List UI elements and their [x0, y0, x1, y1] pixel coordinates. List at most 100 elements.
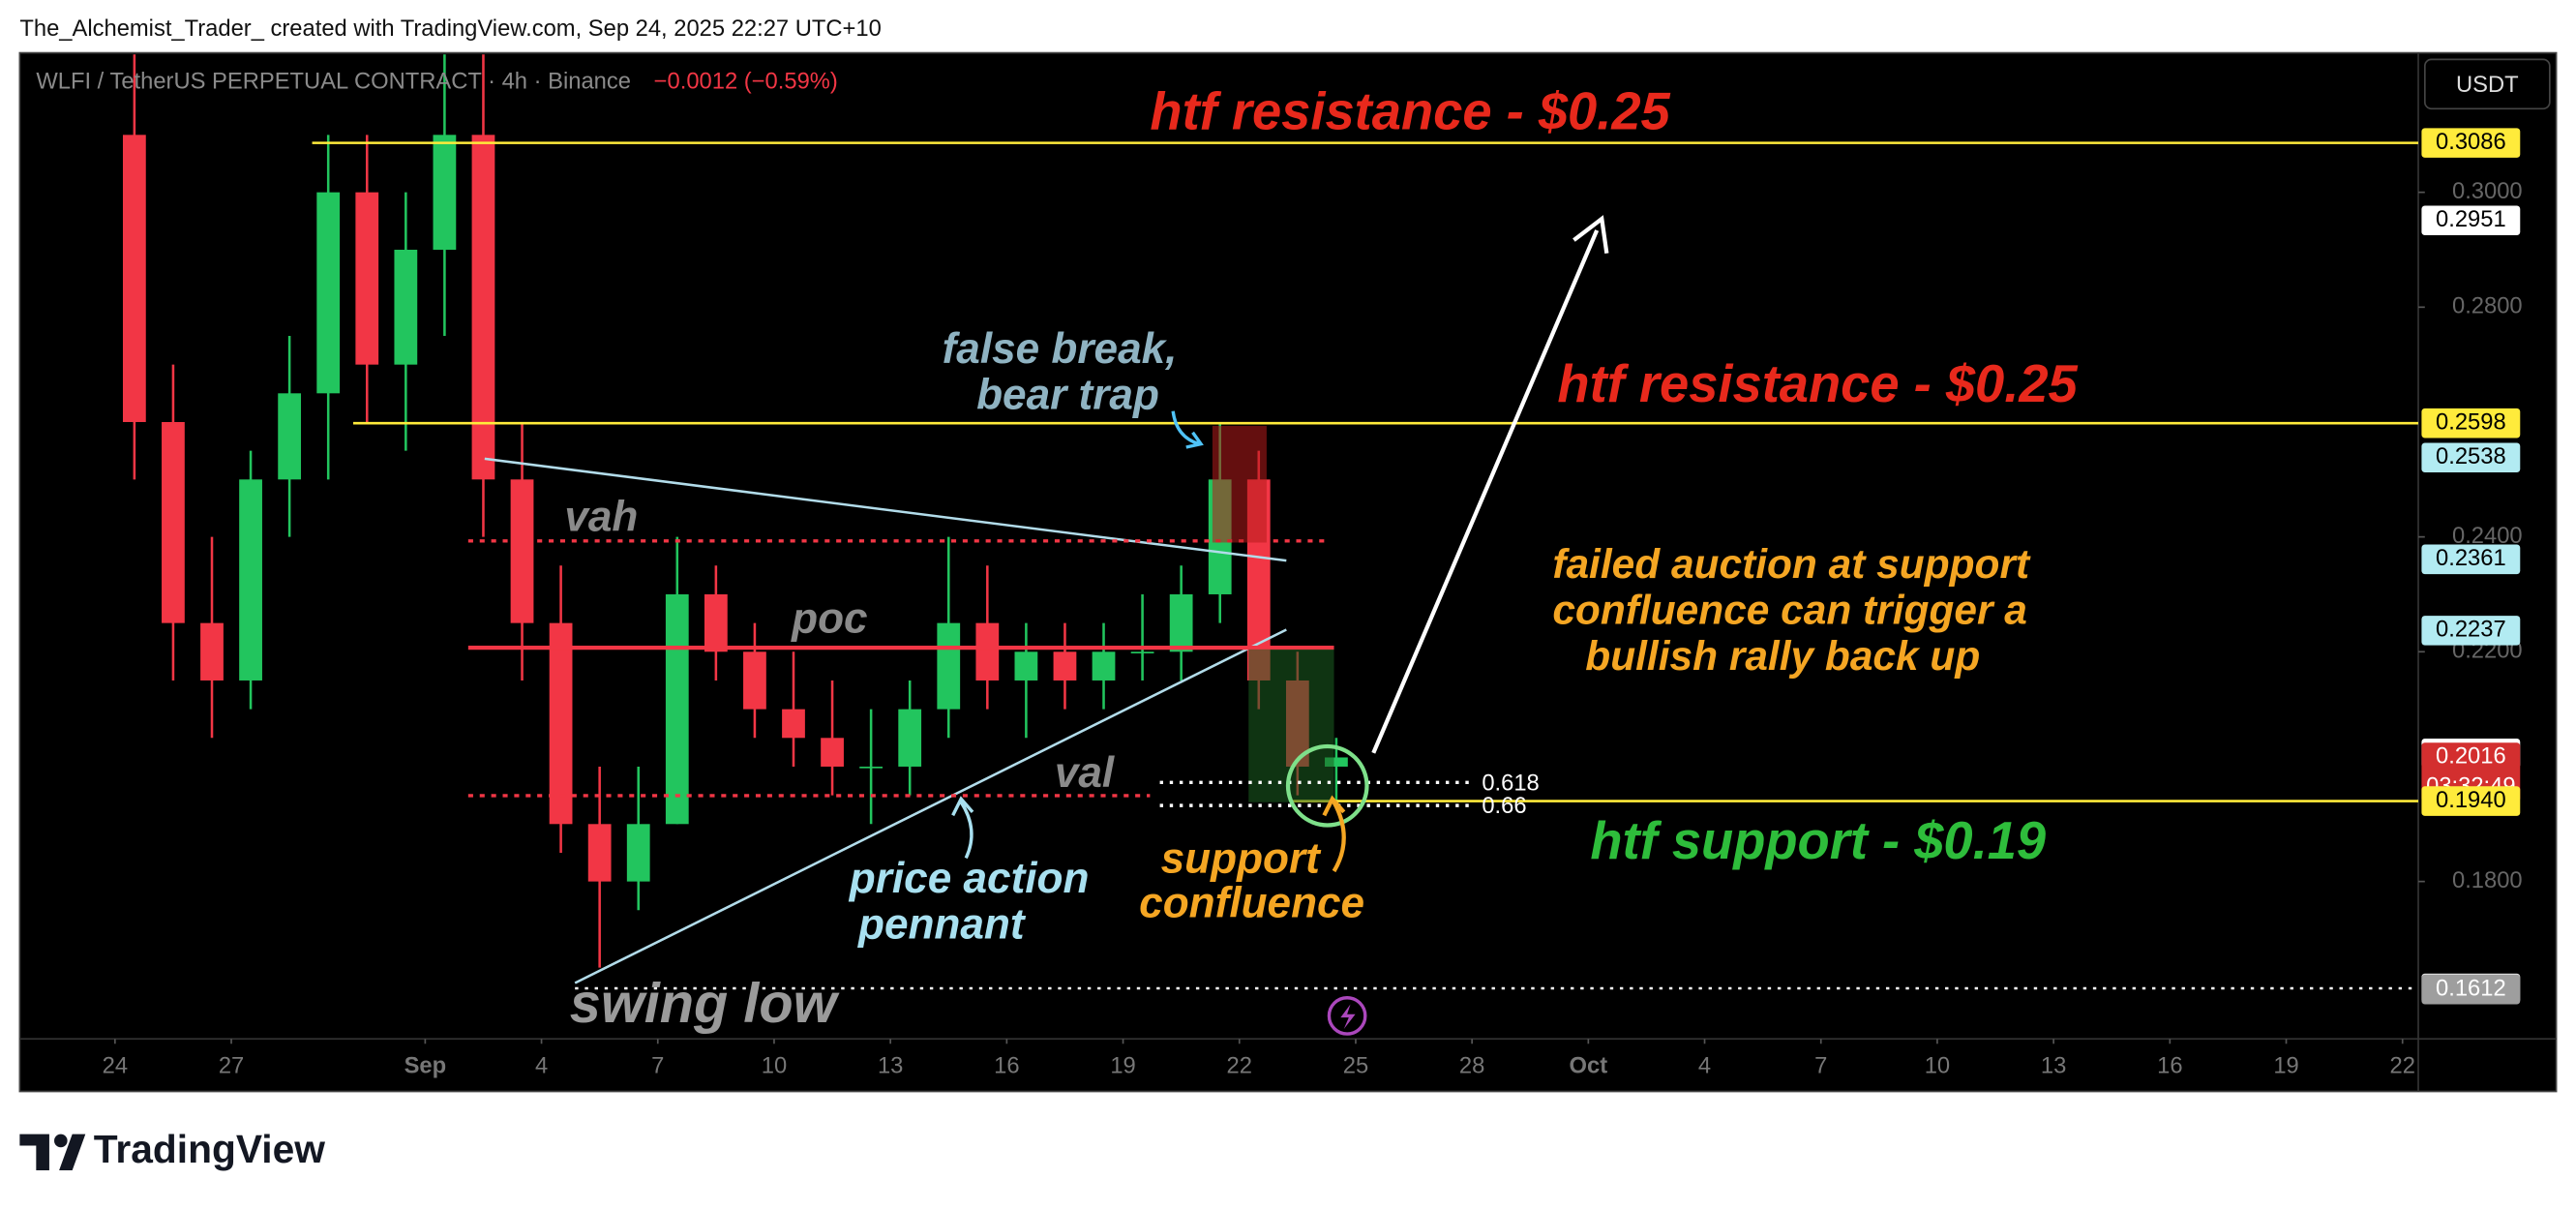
candle-body — [898, 709, 922, 767]
pennant-upper-line — [484, 457, 1287, 562]
candle-body — [1092, 651, 1116, 681]
annotation: bullish rally back up — [1585, 633, 1980, 679]
drawings — [467, 215, 1609, 1036]
candle-body — [626, 824, 650, 882]
annotation: htf resistance - $0.25 — [1557, 354, 2078, 413]
currency: USDT — [2456, 72, 2519, 98]
price-label: 0.1940 — [2436, 787, 2506, 813]
price-label-box — [2421, 616, 2521, 646]
candle-body — [1014, 651, 1038, 681]
y-tick-label: 0.2800 — [2452, 293, 2523, 319]
annotation: poc — [791, 595, 867, 643]
price-label-box — [2421, 544, 2521, 575]
candle-body — [510, 479, 534, 623]
candle-body — [316, 192, 341, 394]
candle-body — [355, 192, 379, 365]
x-tick-label: 27 — [219, 1052, 244, 1078]
arrow-head — [1573, 215, 1609, 254]
y-tick-label: 0.1800 — [2452, 867, 2523, 893]
candle-body — [1053, 651, 1077, 681]
candle-body — [1169, 593, 1193, 652]
candle-body — [278, 393, 302, 480]
candle-body — [859, 766, 884, 769]
alert-icon[interactable] — [1327, 996, 1367, 1036]
price-label: 0.1612 — [2436, 975, 2506, 1001]
confluence-arrow — [1322, 795, 1346, 873]
price-label-box — [2421, 786, 2521, 816]
annotation: failed auction at support — [1552, 541, 2031, 587]
fib-label: 0.66 — [1482, 793, 1526, 819]
fib-label: 0.618 — [1482, 770, 1539, 796]
x-tick-label: 7 — [651, 1052, 664, 1078]
x-tick-label: 22 — [1227, 1052, 1252, 1078]
x-tick-label: 16 — [994, 1052, 1019, 1078]
price-label: 0.2951 — [2436, 206, 2506, 232]
candle-body — [394, 249, 418, 365]
header: The_Alchemist_Trader_ created with Tradi… — [19, 15, 881, 42]
red-zone — [1212, 425, 1267, 543]
rally-arrow — [1371, 229, 1600, 754]
support-circle — [1285, 743, 1369, 828]
price-label: 0.2361 — [2436, 545, 2506, 571]
pennant-lower-line — [574, 628, 1287, 984]
price-label-box — [2421, 408, 2521, 439]
y-tick-label: 0.3000 — [2452, 178, 2523, 204]
candle-body — [665, 593, 689, 825]
annotation: val — [1055, 749, 1116, 797]
x-tick-label: 4 — [535, 1052, 548, 1078]
price-label-box — [2421, 974, 2521, 1005]
footer-logo: TradingView — [19, 1127, 325, 1171]
annotation: vah — [564, 493, 638, 540]
candle-body — [239, 479, 262, 681]
candle-body — [1325, 757, 1348, 767]
price-label-box — [2421, 128, 2521, 158]
symbol: WLFI / TetherUS PERPETUAL CONTRACT · 4h … — [36, 68, 631, 94]
x-tick-label: 13 — [878, 1052, 903, 1078]
x-tick-label: 10 — [762, 1052, 787, 1078]
x-tick-label: 22 — [2390, 1052, 2415, 1078]
chart-background — [18, 51, 2558, 1093]
change: −0.0012 (−0.59%) — [654, 68, 838, 94]
annotation: htf support - $0.19 — [1590, 811, 2046, 870]
x-tick-label: 28 — [1459, 1052, 1484, 1078]
candle-body — [1130, 651, 1154, 654]
alert-bolt — [1340, 1004, 1356, 1030]
brand: TradingView — [94, 1127, 326, 1171]
candle-body — [975, 622, 1000, 681]
annotation: swing low — [570, 973, 840, 1035]
price-label: 0.2538 — [2436, 443, 2506, 469]
annotation: confluence — [1139, 879, 1364, 926]
y-tick-label: 0.2400 — [2452, 523, 2523, 549]
price-label-box — [2421, 442, 2521, 473]
x-tick-label: 7 — [1814, 1052, 1827, 1078]
candle-body — [162, 421, 185, 623]
candle-body — [782, 709, 805, 739]
x-tick-label: 19 — [2273, 1052, 2298, 1078]
x-tick-label: 19 — [1110, 1052, 1135, 1078]
candle-body — [587, 824, 612, 882]
annotation: pennant — [857, 900, 1027, 948]
annotation: false break, — [943, 325, 1178, 373]
candle-body — [743, 651, 766, 710]
annotation: confluence can trigger a — [1552, 588, 2027, 633]
price-label-box — [2421, 205, 2521, 236]
x-tick-label: Sep — [404, 1052, 447, 1078]
candle-body — [549, 622, 573, 825]
price-label: 0.3086 — [2436, 129, 2506, 155]
candle-body — [122, 135, 146, 422]
annotation: price action — [849, 855, 1090, 902]
annotation: htf resistance - $0.25 — [1150, 81, 1670, 140]
pennant-arrow — [951, 796, 974, 860]
candle-body — [471, 135, 495, 480]
price-label: 0.2016 — [2436, 743, 2506, 770]
x-tick-label: 24 — [103, 1052, 128, 1078]
candle-body — [433, 135, 457, 250]
candle-body — [937, 622, 961, 710]
green-zone — [1248, 649, 1334, 802]
trap-arrow — [1171, 410, 1204, 449]
candle-body — [821, 738, 844, 767]
candle-body — [200, 622, 224, 681]
logo-dot — [54, 1134, 68, 1148]
x-tick-label: 16 — [2157, 1052, 2182, 1078]
currency-button[interactable] — [2423, 58, 2551, 110]
